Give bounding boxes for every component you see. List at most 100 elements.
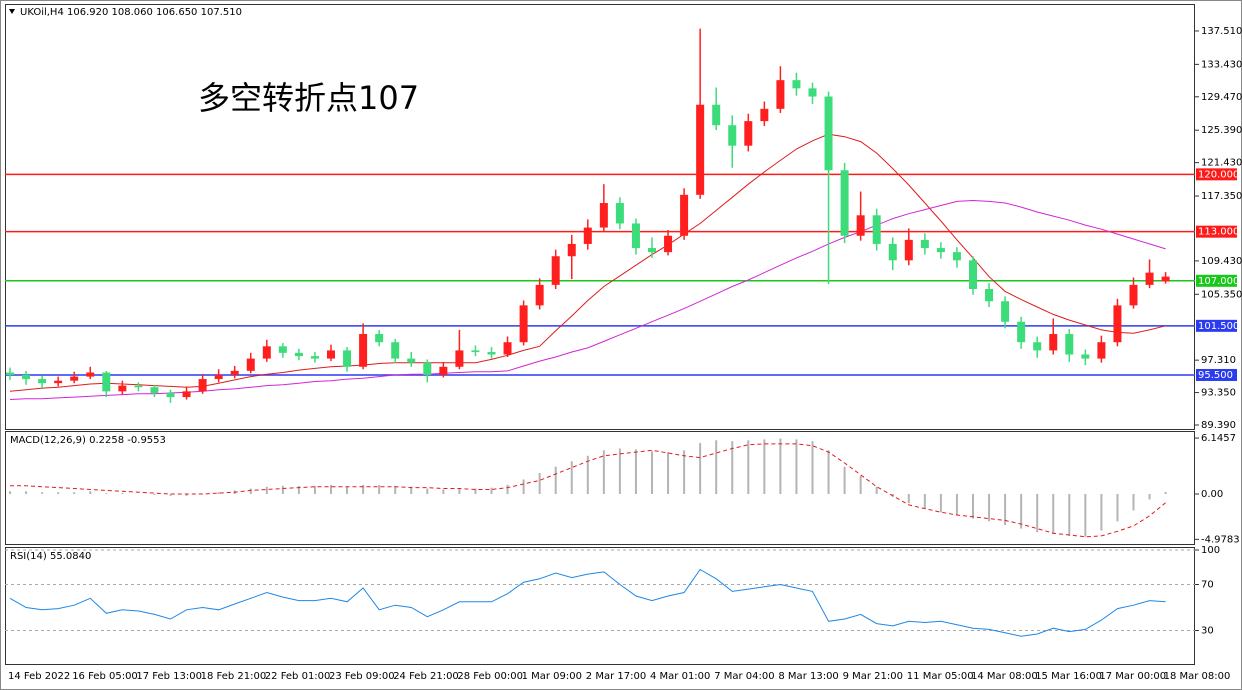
candle-body — [310, 356, 319, 359]
x-tick-label: 2 Mar 17:00 — [586, 671, 646, 682]
y-tick-label: 70 — [1201, 580, 1214, 591]
candle-body — [455, 350, 464, 367]
y-tick-label: 100 — [1201, 545, 1220, 556]
line-series — [10, 443, 1166, 538]
candle-body — [1097, 342, 1106, 359]
x-tick-label: 1 Mar 09:00 — [522, 671, 582, 682]
level-label: 107.000 — [1198, 276, 1239, 287]
x-tick-label: 8 Mar 13:00 — [778, 671, 838, 682]
candle-body — [118, 385, 127, 392]
candle-body — [327, 350, 335, 359]
level-tag — [1196, 319, 1237, 332]
candle-body — [792, 80, 801, 89]
candle-body — [391, 342, 400, 359]
y-tick-label: 117.350 — [1201, 191, 1242, 202]
level-tag — [1196, 225, 1237, 238]
x-tick-label: 14 Feb 2022 — [8, 671, 70, 682]
main-panel — [5, 4, 1195, 430]
x-tick-label: 17 Feb 13:00 — [136, 671, 202, 682]
symbol-menu-arrow[interactable] — [9, 9, 15, 14]
main-title: UKOil,H4 106.920 108.060 106.650 107.510 — [20, 7, 242, 18]
candle-body — [278, 346, 287, 353]
candle-body — [150, 387, 159, 393]
candle-body — [1129, 284, 1138, 306]
candle-body — [70, 376, 79, 381]
candle-body — [182, 391, 191, 398]
x-tick-label: 15 Mar 16:00 — [1035, 671, 1102, 682]
x-tick-label: 22 Feb 01:00 — [265, 671, 331, 682]
x-tick-label: 11 Mar 05:00 — [907, 671, 974, 682]
candle-body — [230, 370, 239, 375]
x-tick-label: 24 Feb 21:00 — [393, 671, 459, 682]
candle-body — [936, 248, 945, 253]
x-tick-label: 7 Mar 04:00 — [714, 671, 774, 682]
candle-body — [519, 305, 528, 343]
y-tick-label: 133.430 — [1201, 59, 1242, 70]
candle-body — [407, 358, 416, 363]
level-label: 120.000 — [1198, 169, 1239, 180]
rsi-panel — [5, 547, 1195, 665]
candle-body — [1161, 276, 1170, 282]
candle-body — [888, 243, 897, 261]
candle-body — [471, 350, 480, 353]
x-tick-label: 9 Mar 21:00 — [843, 671, 903, 682]
level-tag — [1196, 368, 1237, 381]
candle-body — [952, 252, 961, 261]
candle-body — [808, 88, 817, 97]
y-tick-label: 30 — [1201, 626, 1214, 637]
x-tick-label: 28 Feb 00:00 — [457, 671, 523, 682]
level-tag — [1196, 168, 1237, 181]
candle-body — [648, 248, 656, 253]
level-label: 95.500 — [1198, 370, 1233, 381]
y-tick-label: 105.350 — [1201, 289, 1242, 300]
candle-body — [696, 104, 705, 195]
candle-body — [1065, 334, 1074, 355]
level-tag — [1196, 274, 1237, 287]
annotation: 多空转折点107 — [198, 79, 419, 117]
candle-body — [680, 194, 689, 236]
candle-body — [969, 260, 977, 289]
candle-body — [631, 223, 640, 249]
candle-body — [583, 227, 592, 244]
y-tick-label: 121.430 — [1201, 158, 1242, 169]
y-tick-label: 97.310 — [1201, 355, 1236, 366]
candle-body — [294, 352, 303, 357]
candle-body — [343, 350, 352, 367]
candle-body — [22, 374, 31, 380]
level-label: 113.000 — [1198, 227, 1239, 238]
candle-body — [1113, 305, 1122, 343]
y-tick-label: 6.1457 — [1201, 433, 1236, 444]
candle-body — [551, 256, 560, 285]
candle-body — [262, 346, 271, 359]
candle-body — [712, 104, 721, 126]
candle-body — [6, 372, 14, 375]
x-tick-label: 23 Feb 09:00 — [329, 671, 395, 682]
candle-body — [246, 358, 255, 371]
y-tick-label: 125.390 — [1201, 125, 1242, 136]
candle-body — [1081, 354, 1090, 359]
line-series — [9, 568, 1166, 637]
y-tick-label: 89.390 — [1201, 420, 1236, 431]
candle-body — [1001, 301, 1010, 322]
macd-panel — [5, 431, 1195, 545]
candle-body — [872, 215, 881, 244]
candle-body — [166, 392, 175, 398]
candle-body — [728, 125, 737, 146]
y-tick-label: 129.470 — [1201, 92, 1242, 103]
candle-body — [1145, 272, 1154, 285]
y-tick-label: 93.350 — [1201, 388, 1236, 399]
candle-body — [840, 170, 849, 236]
candle-body — [86, 372, 95, 377]
y-tick-label: 137.510 — [1201, 26, 1242, 37]
candle-body — [615, 203, 624, 224]
x-tick-label: 18 Mar 08:00 — [1164, 671, 1231, 682]
rsi-title: RSI(14) 55.0840 — [10, 551, 91, 562]
candle-body — [760, 108, 769, 122]
candle-body — [102, 372, 111, 392]
candle-body — [214, 374, 223, 380]
candle-body — [920, 239, 929, 249]
x-tick-label: 16 Feb 05:00 — [72, 671, 138, 682]
candle-body — [134, 385, 143, 388]
